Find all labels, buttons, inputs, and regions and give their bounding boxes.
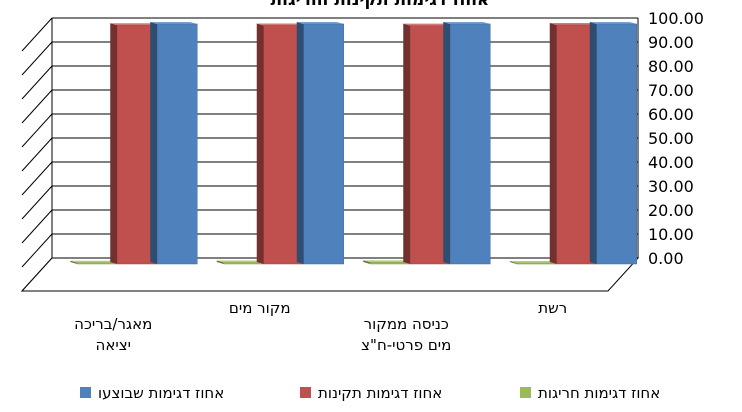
x-tick-label: רשת	[538, 299, 567, 317]
legend-item: אחוז דגימות תקינות	[300, 384, 442, 402]
bar-front	[516, 262, 557, 265]
bar-side	[70, 260, 78, 264]
bar-top	[403, 23, 451, 26]
bar-side	[150, 22, 158, 264]
bar-front	[303, 23, 344, 265]
y-tick-label: 10.00	[648, 225, 694, 244]
bar-top	[549, 22, 597, 25]
bar-top	[256, 23, 304, 26]
gridline-side	[21, 17, 53, 52]
x-tick-labels: מאגר/בריכה יציאה מקור מים כניסה ממקור מים פר…	[74, 299, 567, 354]
bar-front	[596, 23, 637, 265]
bar	[509, 261, 557, 265]
legend-label: אחוז דגימות תקינות	[318, 384, 442, 402]
bar-top	[296, 22, 344, 24]
y-tick-label: 40.00	[648, 153, 694, 172]
bar-top	[110, 23, 158, 26]
x-tick-label: מקור מים	[229, 299, 291, 317]
legend-swatch	[300, 387, 311, 398]
bar-top	[509, 261, 557, 264]
bar	[216, 260, 264, 265]
y-tick-label: 20.00	[648, 201, 694, 220]
x-tick-label: כניסה ממקור מים פרטי-ח"צ	[361, 315, 451, 354]
bar	[70, 260, 118, 265]
x-tick-label: מאגר/בריכה יציאה	[74, 315, 152, 354]
bar-side	[256, 23, 264, 264]
y-tick-label: 80.00	[648, 57, 694, 76]
y-tick-label: 50.00	[648, 129, 694, 148]
legend-label: אחוז דגימות חריגות	[538, 384, 660, 402]
gridline-side	[21, 41, 53, 76]
bar-side	[549, 22, 557, 265]
gridline-side	[21, 161, 53, 196]
y-tick-label: 0.00	[648, 249, 684, 268]
gridline-side	[21, 137, 53, 172]
bar-side	[403, 23, 411, 265]
bar-top	[216, 260, 264, 263]
bar	[110, 23, 158, 265]
bar-side	[296, 22, 304, 264]
bar-side	[589, 22, 597, 264]
bar-side	[363, 260, 371, 264]
gridline-side	[21, 209, 53, 244]
gridline-side	[21, 233, 53, 268]
y-tick-label: 60.00	[648, 105, 694, 124]
bar-front	[157, 23, 198, 265]
bar-side	[443, 22, 451, 264]
chart-title: אחוז דגימות תקינות וחריגות	[271, 0, 490, 10]
legend-item: אחוז דגימות שבוצעו	[80, 384, 224, 402]
legend-swatch	[80, 387, 91, 398]
legend-item: אחוז דגימות חריגות	[520, 384, 660, 402]
y-tick-label: 100.00	[648, 9, 704, 28]
y-tick-label: 70.00	[648, 81, 694, 100]
bar	[150, 22, 198, 265]
y-tick-label: 30.00	[648, 177, 694, 196]
bar-top	[363, 260, 411, 263]
bar-side	[509, 261, 517, 264]
bar-front	[370, 262, 411, 265]
bar-side	[216, 260, 224, 264]
bars	[70, 22, 637, 265]
bar-top	[443, 22, 491, 24]
gridline-side	[21, 65, 53, 100]
bar-side	[110, 23, 118, 265]
gridline-side	[21, 89, 53, 124]
bar-top	[150, 22, 198, 24]
bar-front	[223, 262, 264, 265]
bar-front	[450, 23, 491, 265]
legend-swatch	[520, 387, 531, 398]
gridline-side	[21, 113, 53, 148]
bar-top	[70, 260, 118, 263]
bar	[363, 260, 411, 265]
legend: אחוז דגימות שבוצעו אחוז דגימות תקינות אחוז…	[80, 384, 660, 402]
y-tick-labels: 0.00 10.00 20.00 30.00 40.00 50.00 60.00 70.00 8…	[648, 9, 704, 268]
gridline-side	[21, 185, 53, 220]
bar	[549, 22, 597, 265]
bar	[403, 23, 451, 265]
legend-label: אחוז דגימות שבוצעו	[98, 384, 224, 402]
bar-front	[77, 262, 118, 265]
bar	[296, 22, 344, 265]
bar	[256, 23, 304, 265]
y-tick-label: 90.00	[648, 33, 694, 52]
bar	[589, 22, 637, 265]
bar	[443, 22, 491, 265]
bar-top	[589, 22, 637, 24]
